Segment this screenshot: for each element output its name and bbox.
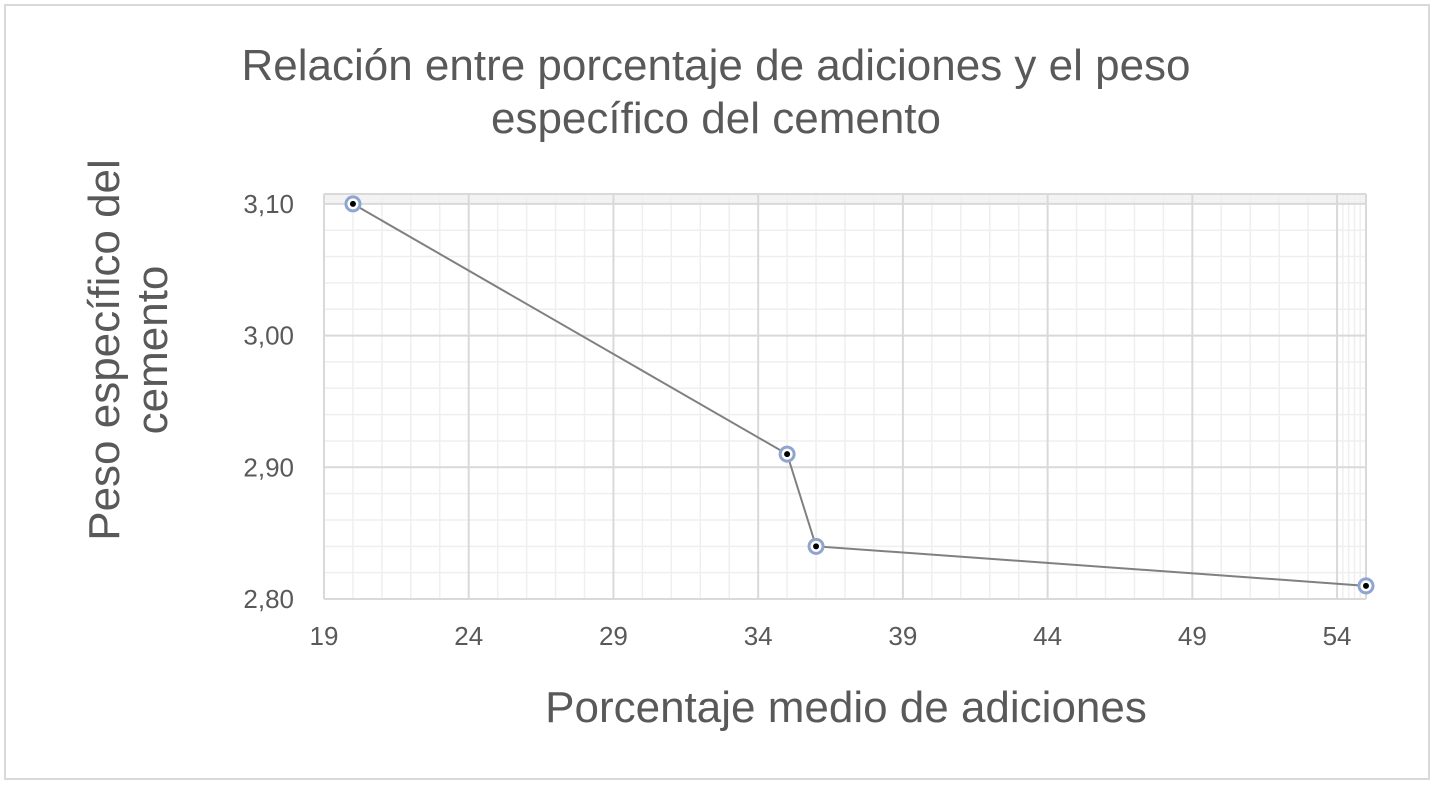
- y-axis-ticks: 2,80 2,90 3,00 3,10: [243, 189, 294, 614]
- series-polyline: [352, 203, 1367, 587]
- y-tick-label: 2,80: [243, 584, 294, 614]
- x-tick-label: 24: [454, 621, 483, 651]
- y-tick-label: 3,10: [243, 189, 294, 219]
- x-tick-label: 29: [599, 621, 628, 651]
- data-point: [1357, 577, 1375, 595]
- y-tick-label: 3,00: [243, 321, 294, 351]
- x-axis-title: Porcentaje medio de adiciones: [545, 683, 1147, 732]
- data-point-center: [813, 543, 820, 550]
- chart-title-line-2: específico del cemento: [491, 94, 941, 143]
- series-line: [352, 203, 1367, 587]
- data-point-center: [1363, 582, 1369, 589]
- data-point: [807, 537, 825, 555]
- x-axis-ticks: 19 24 29 34 39 44 49 54: [310, 621, 1352, 651]
- y-axis-title-line-1: Peso específico del: [80, 159, 129, 541]
- x-tick-label: 44: [1033, 621, 1062, 651]
- y-tick-label: 2,90: [243, 452, 294, 482]
- x-tick-label: 34: [744, 621, 773, 651]
- x-tick-label: 54: [1323, 621, 1352, 651]
- y-axis-title-line-2: cemento: [128, 266, 177, 435]
- data-point-center: [349, 200, 356, 207]
- x-tick-label: 39: [888, 621, 917, 651]
- series-points: [344, 195, 1375, 595]
- chart-title-line-1: Relación entre porcentaje de adiciones y…: [241, 41, 1190, 90]
- data-point: [778, 445, 796, 463]
- major-gridlines: [323, 193, 1367, 600]
- x-tick-label: 49: [1178, 621, 1207, 651]
- x-tick-label: 19: [310, 621, 339, 651]
- minor-gridlines: [324, 194, 1366, 599]
- data-point-center: [784, 451, 791, 458]
- data-point: [344, 195, 362, 213]
